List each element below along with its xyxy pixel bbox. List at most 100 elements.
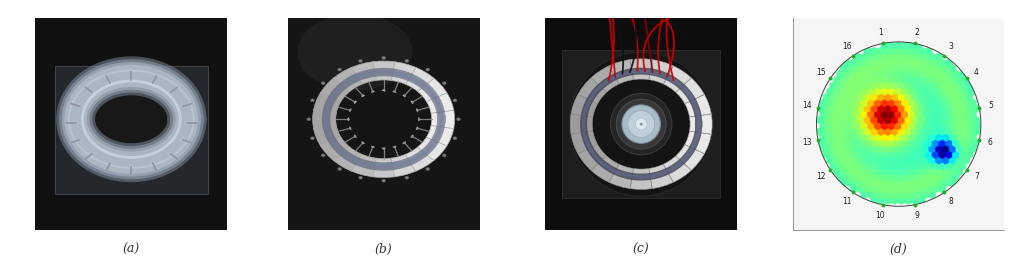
Point bbox=[934, 60, 951, 65]
Point bbox=[890, 43, 906, 48]
Point bbox=[828, 135, 845, 139]
Point bbox=[940, 106, 957, 111]
Ellipse shape bbox=[453, 99, 457, 102]
Point bbox=[835, 101, 852, 105]
Point bbox=[914, 152, 930, 157]
Point bbox=[906, 129, 923, 134]
Point bbox=[893, 199, 909, 203]
Point bbox=[872, 49, 889, 53]
Point bbox=[869, 66, 886, 70]
Ellipse shape bbox=[168, 90, 173, 95]
Ellipse shape bbox=[104, 169, 108, 172]
Point bbox=[893, 95, 909, 99]
Point bbox=[856, 135, 872, 139]
Ellipse shape bbox=[109, 162, 111, 163]
Polygon shape bbox=[406, 147, 434, 171]
Ellipse shape bbox=[77, 105, 82, 109]
Ellipse shape bbox=[456, 118, 460, 121]
Point bbox=[931, 147, 948, 151]
Point bbox=[849, 147, 865, 151]
Ellipse shape bbox=[91, 152, 94, 154]
Point bbox=[951, 124, 967, 128]
Point bbox=[846, 141, 862, 145]
Point bbox=[859, 141, 876, 145]
Point bbox=[900, 176, 917, 180]
Point bbox=[815, 147, 831, 151]
Point bbox=[911, 181, 927, 185]
Point bbox=[961, 95, 977, 99]
Point bbox=[900, 83, 917, 88]
Ellipse shape bbox=[154, 74, 159, 78]
Point bbox=[890, 112, 906, 116]
Point bbox=[835, 170, 852, 174]
Point bbox=[917, 112, 933, 116]
Point bbox=[906, 83, 923, 88]
Point bbox=[951, 170, 967, 174]
Point bbox=[887, 176, 903, 180]
Text: 5: 5 bbox=[988, 101, 993, 110]
Point bbox=[937, 147, 954, 151]
Point bbox=[934, 152, 951, 157]
Point bbox=[843, 78, 859, 82]
Point bbox=[887, 118, 903, 122]
Circle shape bbox=[371, 91, 375, 94]
Text: (c): (c) bbox=[632, 243, 650, 256]
Point bbox=[940, 141, 957, 145]
Point bbox=[887, 199, 903, 203]
Point bbox=[846, 152, 862, 157]
Point bbox=[955, 152, 971, 157]
Point bbox=[924, 101, 940, 105]
Point bbox=[872, 95, 889, 99]
Polygon shape bbox=[313, 125, 341, 146]
Point bbox=[937, 158, 954, 162]
Ellipse shape bbox=[321, 82, 325, 85]
Point bbox=[921, 141, 937, 145]
Point bbox=[887, 141, 903, 145]
Point bbox=[825, 164, 842, 168]
Ellipse shape bbox=[180, 138, 185, 142]
Point bbox=[903, 101, 920, 105]
Point bbox=[863, 78, 880, 82]
Point bbox=[828, 112, 845, 116]
Text: 8: 8 bbox=[949, 197, 953, 206]
Point bbox=[948, 164, 964, 168]
Point bbox=[914, 118, 930, 122]
Ellipse shape bbox=[442, 154, 446, 157]
Point bbox=[897, 66, 914, 70]
Polygon shape bbox=[334, 67, 362, 92]
Point bbox=[940, 60, 957, 65]
Point bbox=[961, 83, 977, 88]
Point bbox=[897, 89, 914, 93]
Point bbox=[863, 135, 880, 139]
Point bbox=[900, 106, 917, 111]
Point bbox=[961, 141, 977, 145]
Ellipse shape bbox=[358, 176, 363, 179]
Point bbox=[819, 95, 835, 99]
Ellipse shape bbox=[181, 138, 184, 140]
Point bbox=[906, 106, 923, 111]
Point bbox=[828, 78, 845, 82]
Point bbox=[859, 129, 876, 134]
Polygon shape bbox=[391, 154, 416, 177]
Point bbox=[945, 135, 961, 139]
Point bbox=[835, 135, 852, 139]
Point bbox=[948, 141, 964, 145]
Point bbox=[815, 135, 831, 139]
Point bbox=[955, 118, 971, 122]
Point bbox=[903, 135, 920, 139]
Point bbox=[853, 141, 869, 145]
Point bbox=[859, 187, 876, 191]
Point bbox=[924, 193, 940, 197]
Point bbox=[880, 60, 896, 65]
Ellipse shape bbox=[151, 162, 153, 163]
Point bbox=[828, 158, 845, 162]
Polygon shape bbox=[578, 78, 607, 103]
Point bbox=[843, 147, 859, 151]
Point bbox=[937, 101, 954, 105]
Point bbox=[880, 83, 896, 88]
Point bbox=[897, 101, 914, 105]
Ellipse shape bbox=[84, 86, 178, 160]
Polygon shape bbox=[417, 137, 447, 161]
Ellipse shape bbox=[90, 152, 95, 156]
Ellipse shape bbox=[83, 86, 88, 89]
